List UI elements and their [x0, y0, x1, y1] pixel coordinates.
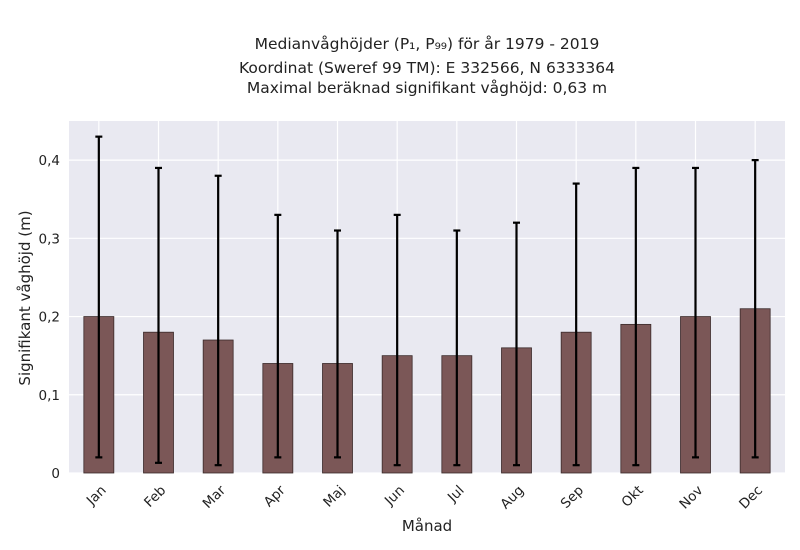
x-tick-label-aug: Aug [497, 483, 527, 513]
x-tick-label-nov: Nov [676, 483, 706, 513]
chart-title-line-2: Koordinat (Sweref 99 TM): E 332566, N 63… [239, 59, 615, 77]
chart-title-line-1: Medianvåghöjder (P₁, P₉₉) för år 1979 - … [254, 35, 600, 53]
errorbar-aug [513, 221, 520, 467]
x-tick-label-dec: Dec [736, 483, 766, 513]
x-tick-label-jul: Jul [444, 483, 468, 507]
y-tick-label: 0,2 [39, 310, 60, 326]
x-tick-label-feb: Feb [141, 483, 169, 511]
plot-background [69, 121, 785, 473]
x-axis-label: Månad [402, 517, 452, 535]
x-tick-label-jan: Jan [83, 483, 110, 510]
x-tick-label-apr: Apr [261, 482, 289, 510]
x-tick-label-okt: Okt [619, 483, 647, 511]
errorbar-nov [692, 166, 699, 459]
errorbar-jun [393, 213, 401, 467]
errorbar-dec [751, 159, 759, 459]
errorbar-okt [632, 166, 640, 467]
y-tick-label: 0,1 [39, 388, 60, 404]
errorbar-apr [274, 213, 282, 459]
y-tick-label: 0,3 [39, 231, 60, 247]
x-tick-label-sep: Sep [558, 483, 587, 512]
errorbar-jul [453, 229, 461, 467]
chart-title-line-3: Maximal beräknad signifikant våghöjd: 0,… [246, 79, 608, 97]
errorbar-feb [155, 166, 162, 464]
errorbar-mar [214, 174, 222, 467]
x-tick-label-maj: Maj [320, 483, 348, 511]
y-tick-label: 0 [51, 466, 60, 482]
y-tick-layer: 0 0,1 0,2 0,3 0,4 [39, 153, 60, 482]
errorbar-maj [334, 229, 341, 459]
errorbar-sep [572, 182, 580, 467]
y-axis-label: Signifikant våghöjd (m) [16, 210, 34, 385]
x-tick-label-jun: Jun [381, 483, 408, 510]
x-tick-label-mar: Mar [200, 482, 230, 512]
errorbar-layer [95, 135, 759, 467]
y-tick-label: 0,4 [39, 153, 60, 169]
x-tick-layer: Jan Feb Mar Apr Maj Jun Jul Aug Sep Okt Nov Dec [83, 482, 766, 512]
errorbar-jan [95, 135, 103, 459]
